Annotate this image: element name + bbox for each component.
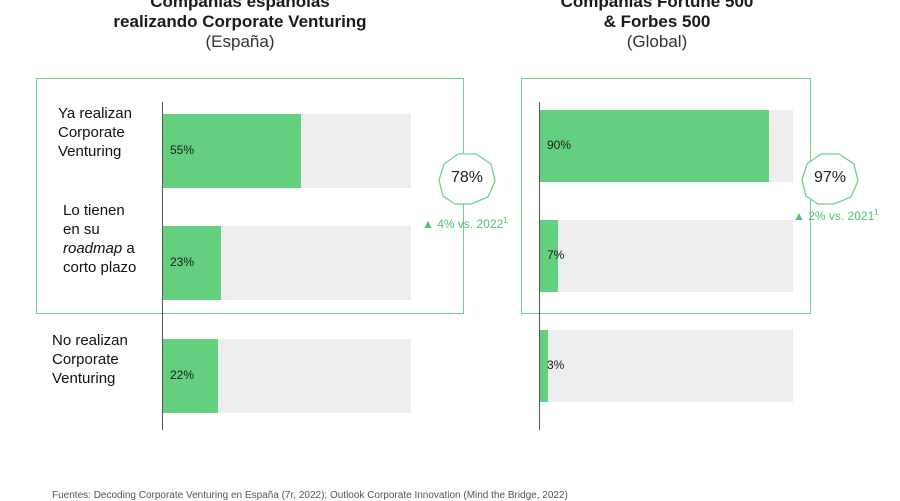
left-bar <box>163 339 218 413</box>
right-title-line3: (Global) <box>626 32 688 51</box>
right-bar <box>540 220 558 292</box>
left-change-text: ▲ 4% vs. 20221 <box>422 216 508 231</box>
row-label-2-line3: roadmap a <box>63 239 136 258</box>
left-title-line3: (España) <box>205 32 275 51</box>
right-chart-title: Compañías Fortune 500 & Forbes 500 (Glob… <box>527 0 787 52</box>
row-label-3-line3: Venturing <box>52 370 116 387</box>
right-total-badge: 97% <box>801 153 859 205</box>
right-total-value: 97% <box>813 169 847 186</box>
row-label-2-line3-rest: a <box>122 240 135 257</box>
right-change-sup: 1 <box>874 208 879 217</box>
row-label-3-line2: Corporate <box>52 351 119 368</box>
left-axis-line <box>162 102 163 430</box>
row-label-2: Lo tienen en su roadmap a corto plazo <box>63 201 136 277</box>
right-bar-track: 90% <box>540 110 793 182</box>
left-change-sup: 1 <box>503 216 508 225</box>
row-label-3: No realizan Corporate Venturing <box>52 331 128 388</box>
octagon-icon <box>801 153 859 205</box>
left-chart-title: Compañías españolas realizando Corporate… <box>90 0 390 52</box>
right-change-label: ▲ 2% vs. 2021 <box>793 209 875 223</box>
left-total-value: 78% <box>450 169 484 186</box>
left-bar-value-label: 55% <box>170 143 195 157</box>
left-bar <box>163 114 301 188</box>
octagon-icon <box>438 153 496 205</box>
right-change-text: ▲ 2% vs. 20211 <box>793 208 879 223</box>
left-bar-track: 55% <box>163 114 411 188</box>
right-bar-value-label: 7% <box>547 248 565 262</box>
left-bar <box>163 226 221 300</box>
row-label-2-line4: corto plazo <box>63 259 137 276</box>
roadmap-italic: roadmap <box>63 240 123 257</box>
right-bar-value-label: 3% <box>547 358 565 372</box>
row-label-1-line1: Ya realizan <box>58 105 132 122</box>
right-bar <box>540 330 548 402</box>
row-label-2-line2: en su <box>63 221 100 238</box>
left-bar-track: 23% <box>163 226 411 300</box>
left-title-line1: Compañías españolas <box>150 0 330 11</box>
right-axis-line <box>539 102 540 430</box>
left-total-badge: 78% <box>438 153 496 205</box>
right-bar-value-label: 90% <box>547 138 572 152</box>
row-label-1: Ya realizan Corporate Venturing <box>58 104 132 161</box>
row-label-1-line3: Venturing <box>58 143 122 160</box>
left-bar-value-label: 22% <box>170 368 195 382</box>
left-bar-track: 22% <box>163 339 411 413</box>
row-label-3-line1: No realizan <box>52 332 128 349</box>
left-title-line2: realizando Corporate Venturing <box>113 12 367 31</box>
right-title-line2: & Forbes 500 <box>603 12 711 31</box>
left-bar-value-label: 23% <box>170 255 195 269</box>
source-footnote: Fuentes: Decoding Corporate Venturing en… <box>52 490 568 501</box>
left-change-label: ▲ 4% vs. 2022 <box>422 217 504 231</box>
row-label-1-line2: Corporate <box>58 124 125 141</box>
right-bar <box>540 110 769 182</box>
right-bar-track: 3% <box>540 330 793 402</box>
row-label-2-line1: Lo tienen <box>63 202 125 219</box>
right-title-line1: Compañías Fortune 500 <box>560 0 754 11</box>
right-bar-track: 7% <box>540 220 793 292</box>
